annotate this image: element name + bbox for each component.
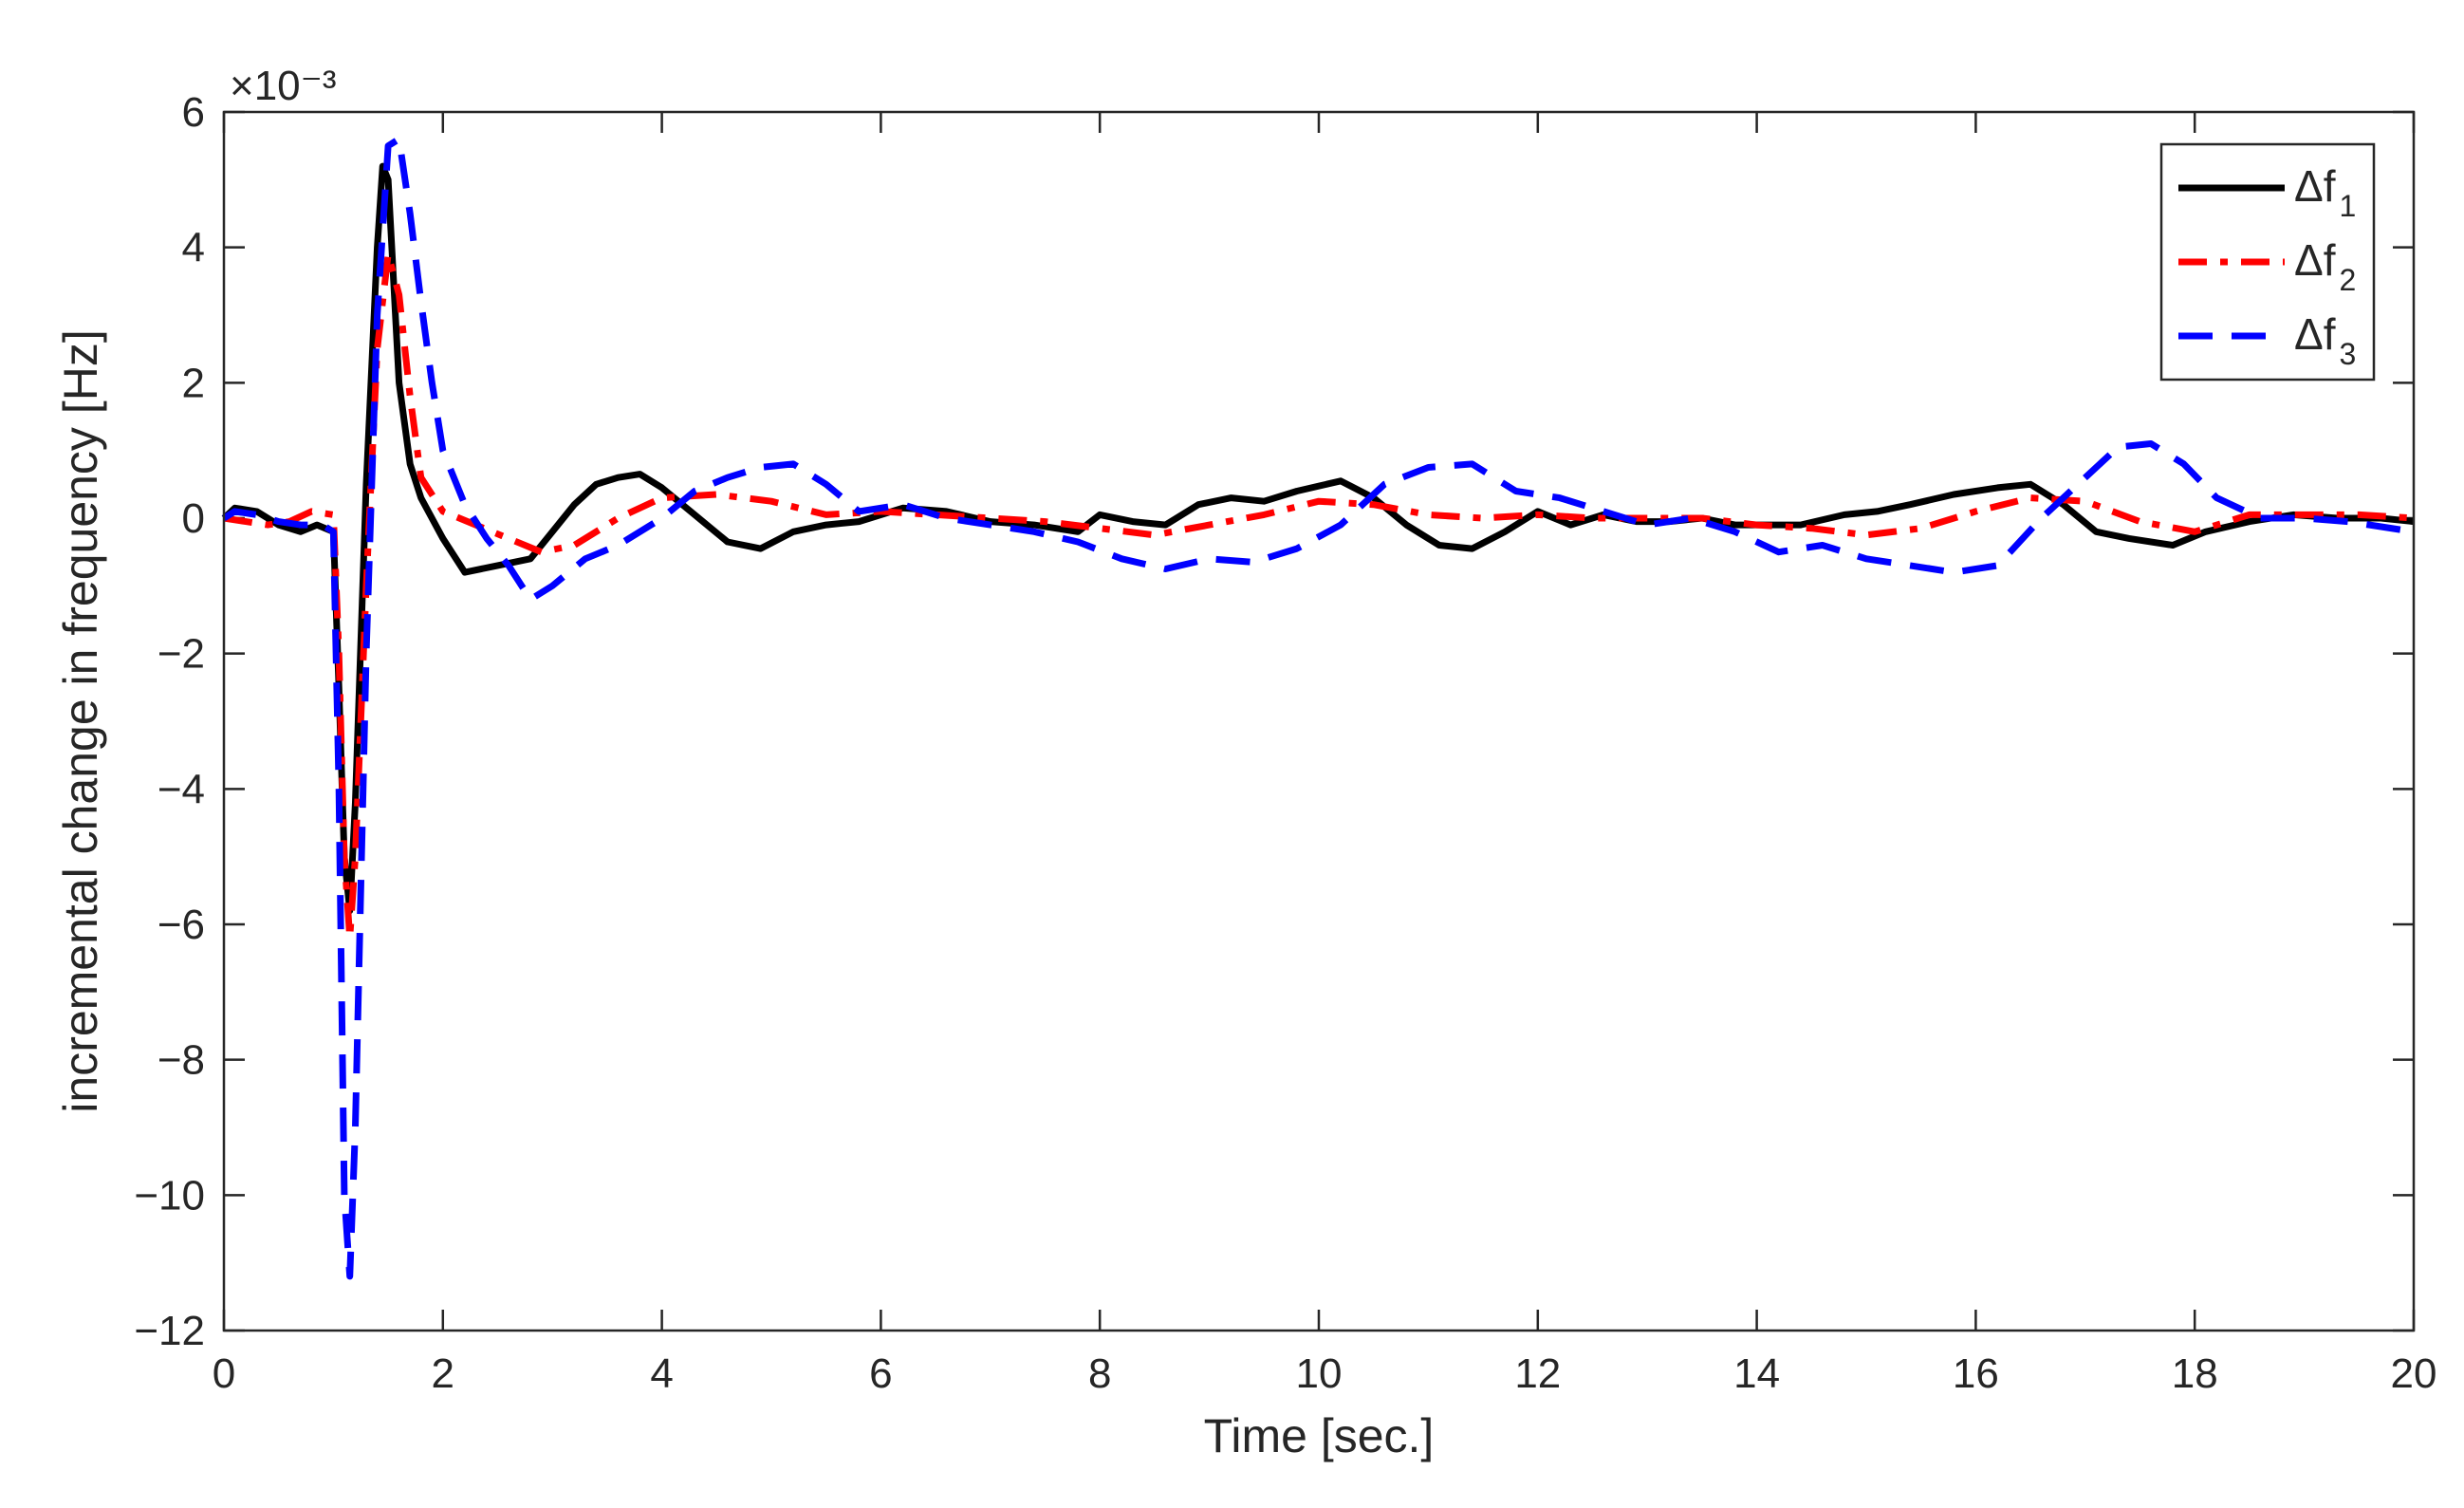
x-tick-label: 8 bbox=[1088, 1350, 1111, 1397]
plot-background bbox=[224, 112, 2414, 1331]
y-exponent-label: ×10⁻³ bbox=[230, 63, 337, 109]
x-tick-label: 20 bbox=[2391, 1350, 2437, 1397]
x-tick-label: 18 bbox=[2172, 1350, 2218, 1397]
x-tick-label: 0 bbox=[213, 1350, 235, 1397]
series-line-delta-f1 bbox=[221, 162, 2415, 915]
x-tick-label: 2 bbox=[432, 1350, 454, 1397]
y-tick-label: −8 bbox=[157, 1037, 205, 1084]
y-tick-label: −2 bbox=[157, 631, 205, 678]
y-tick-label: −10 bbox=[134, 1172, 205, 1219]
legend-label-delta-f1: Δf 1 bbox=[2294, 161, 2356, 223]
x-tick-label: 10 bbox=[1296, 1350, 1343, 1397]
x-tick-label: 12 bbox=[1514, 1350, 1561, 1397]
x-tick-label: 16 bbox=[1953, 1350, 1999, 1397]
y-tick-label: 2 bbox=[182, 360, 205, 406]
series-layer bbox=[221, 136, 2415, 1280]
y-tick-label: 4 bbox=[182, 225, 205, 271]
y-tick-label: −6 bbox=[157, 902, 205, 948]
x-tick-label: 4 bbox=[650, 1350, 673, 1397]
y-tick-label: 6 bbox=[182, 89, 205, 136]
x-tick-label: 6 bbox=[869, 1350, 892, 1397]
legend: Δf 1 Δf 2 Δf 3 bbox=[2159, 142, 2376, 382]
x-axis-label: Time [sec.] bbox=[1204, 1409, 1435, 1462]
legend-label-delta-f3: Δf 3 bbox=[2294, 309, 2356, 371]
y-axis-label: incremental change in frequency [Hz] bbox=[54, 329, 107, 1112]
y-tick-label: −4 bbox=[157, 766, 205, 812]
x-tick-label: 14 bbox=[1733, 1350, 1780, 1397]
y-tick-label: 0 bbox=[182, 495, 205, 542]
series-line-delta-f3 bbox=[222, 136, 2415, 1280]
axes-layer: 0 2 4 6 8 10 12 14 16 18 20 −12 −10 −8 −6 −4 −2 0 2 4 6 bbox=[134, 89, 2436, 1397]
plot-area-frame bbox=[222, 110, 2416, 1332]
y-tick-label: −12 bbox=[134, 1308, 205, 1354]
legend-label-delta-f2: Δf 2 bbox=[2294, 235, 2356, 297]
